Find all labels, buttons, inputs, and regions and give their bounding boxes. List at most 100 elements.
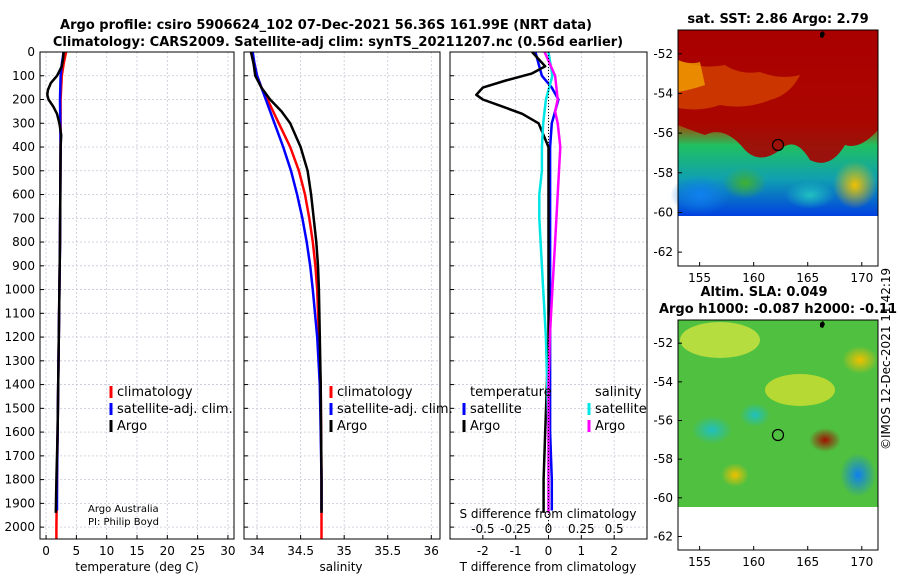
salinity-diff-tick-label: 0 <box>545 522 553 536</box>
depth-tick-label: 100 <box>12 69 35 83</box>
temperature-series-argo <box>46 51 65 513</box>
latitude-tick-label: -54 <box>653 375 673 389</box>
depth-tick-label: 1300 <box>4 354 35 368</box>
credit-line2: PI: Philip Boyd <box>88 517 159 528</box>
sla-low-eddy <box>740 403 770 427</box>
sst-nodata-strip <box>678 216 878 250</box>
legend-satellite-label: satellite-adj. clim. <box>117 402 233 417</box>
difference-series-satellite-temperature <box>534 51 560 511</box>
salinity-xtick-label: 34.5 <box>287 544 314 558</box>
sla-yellow-south <box>721 463 749 487</box>
legend2-satellite-label: satellite-adj. clim. <box>337 402 453 417</box>
sla-map-subtitle: Argo h1000: -0.087 h2000: -0.11 <box>659 302 897 317</box>
salinity-diff-tick-labels: -0.5 -0.25 0 0.25 0.5 <box>471 522 624 536</box>
legend2-climatology-label: climatology <box>337 385 413 400</box>
latitude-tick-label: -60 <box>653 491 673 505</box>
temperature-panel: 0100200300400500600700800900100011001200… <box>4 45 235 574</box>
sla-map-frame <box>677 319 879 551</box>
longitude-tick-label: 170 <box>850 271 873 285</box>
temperature-xtick-label: 10 <box>99 544 114 558</box>
sst-map-frame <box>677 29 879 267</box>
latitude-tick-label: -58 <box>653 166 673 180</box>
sla-high-eddy <box>809 428 841 452</box>
sla-map-image <box>678 320 878 540</box>
legend-argo-label: Argo <box>117 419 147 434</box>
legend-climatology-label: climatology <box>117 385 193 400</box>
macquarie-island-icon <box>820 321 825 328</box>
macquarie-island-icon <box>820 31 825 38</box>
temperature-xtick-label: 30 <box>220 544 235 558</box>
latitude-tick-label: -62 <box>653 529 673 543</box>
salinity-xtick-label: 35.5 <box>374 544 401 558</box>
legend3-argo-temp-label: Argo <box>470 419 500 434</box>
latitude-tick-label: -52 <box>653 336 673 350</box>
sst-blue-patch <box>670 175 730 215</box>
depth-tick-label: 1900 <box>4 496 35 510</box>
longitude-tick-label: 160 <box>742 271 765 285</box>
salinity-xlabel: salinity <box>319 560 362 574</box>
legend2-argo-label: Argo <box>337 419 367 434</box>
difference-xtick-label: 2 <box>610 544 618 558</box>
sla-low-eddy-east <box>840 453 876 497</box>
depth-tick-label: 1100 <box>4 306 35 320</box>
temperature-xtick-label: 15 <box>129 544 144 558</box>
temperature-xtick-label: 5 <box>73 544 81 558</box>
sst-cyan-patch <box>785 181 835 209</box>
sla-yellow-band <box>680 322 760 358</box>
latitude-tick-label: -58 <box>653 452 673 466</box>
sla-map-title: Altim. SLA: 0.049 <box>701 285 828 300</box>
sst-map-image <box>670 30 878 250</box>
longitude-tick-label: 165 <box>796 271 819 285</box>
depth-tick-label: 600 <box>12 188 35 202</box>
sst-map-panel: sat. SST: 2.86 Argo: 2.79 155 160 165 170 -5… <box>653 12 879 285</box>
salinity-xtick-label: 36 <box>424 544 439 558</box>
salinity-axes-frame <box>243 51 441 540</box>
longitude-tick-label: 155 <box>688 271 711 285</box>
depth-tick-label: 1800 <box>4 473 35 487</box>
depth-tick-label: 900 <box>12 259 35 273</box>
legend3-salinity-header: salinity <box>595 385 642 400</box>
difference-xtick-label: -1 <box>510 544 522 558</box>
depth-tick-label: 200 <box>12 93 35 107</box>
depth-tick-label: 1200 <box>4 330 35 344</box>
latitude-tick-label: -54 <box>653 86 673 100</box>
sla-yellow-patch <box>765 374 835 406</box>
salinity-xtick-label: 35 <box>337 544 352 558</box>
salinity-panel: 34 34.5 35 35.5 36 salinity climatology sate… <box>243 51 453 574</box>
salinity-diff-tick-label: -0.25 <box>500 522 531 536</box>
salinity-series-climatology <box>249 51 323 539</box>
depth-tick-label: 1500 <box>4 401 35 415</box>
sst-yellow-patch <box>678 60 705 92</box>
difference-axes-frame <box>449 51 648 540</box>
latitude-tick-label: -56 <box>653 126 673 140</box>
sst-map-title: sat. SST: 2.86 Argo: 2.79 <box>687 12 868 27</box>
difference-xtick-label: 0 <box>545 544 553 558</box>
depth-tick-label: 800 <box>12 235 35 249</box>
sst-warm-filament <box>833 161 877 209</box>
latitude-tick-label: -60 <box>653 205 673 219</box>
legend3-sat-sal-label: satellite <box>595 402 647 417</box>
depth-tick-label: 700 <box>12 211 35 225</box>
difference-series-argo-temperature <box>475 51 550 513</box>
sla-low-eddy-west <box>692 416 732 444</box>
sla-yellow-east <box>842 346 878 374</box>
depth-tick-label: 400 <box>12 140 35 154</box>
depth-tick-label: 1000 <box>4 283 35 297</box>
legend3-sat-temp-label: satellite <box>470 402 522 417</box>
imos-watermark: ©IMOS 12-Dec-2021 11:42:19 <box>879 268 893 450</box>
temperature-xtick-label: 0 <box>42 544 50 558</box>
temperature-xlabel: temperature (deg C) <box>75 560 198 574</box>
difference-xtick-label: -2 <box>477 544 489 558</box>
salinity-diff-tick-label: 0.25 <box>568 522 595 536</box>
difference-series-argo-salinity <box>543 51 562 513</box>
legend3-temperature-header: temperature <box>470 385 552 400</box>
longitude-tick-label: 160 <box>742 555 765 569</box>
depth-tick-label: 500 <box>12 164 35 178</box>
depth-tick-label: 1600 <box>4 425 35 439</box>
difference-panel: -2 -1 0 1 2 T difference from climatology S … <box>449 51 648 574</box>
salinity-diff-tick-label: 0.5 <box>605 522 624 536</box>
difference-xlabel: T difference from climatology <box>459 560 637 574</box>
depth-tick-label: 2000 <box>4 520 35 534</box>
temperature-axes-frame <box>39 51 235 540</box>
